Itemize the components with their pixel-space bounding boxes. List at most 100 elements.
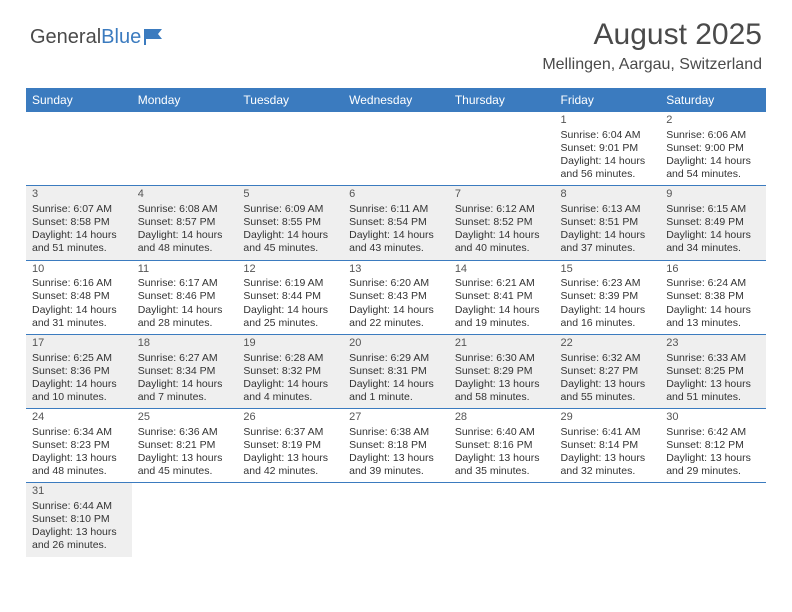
daylight-text-1: Daylight: 14 hours — [349, 304, 443, 317]
sunrise-text: Sunrise: 6:15 AM — [666, 203, 760, 216]
daylight-text-1: Daylight: 14 hours — [243, 378, 337, 391]
sunset-text: Sunset: 8:43 PM — [349, 290, 443, 303]
sunrise-text: Sunrise: 6:41 AM — [561, 426, 655, 439]
sunrise-text: Sunrise: 6:40 AM — [455, 426, 549, 439]
daylight-text-1: Daylight: 13 hours — [455, 378, 549, 391]
sunset-text: Sunset: 8:27 PM — [561, 365, 655, 378]
sunrise-text: Sunrise: 6:06 AM — [666, 129, 760, 142]
daylight-text-2: and 35 minutes. — [455, 465, 549, 478]
day-cell — [343, 112, 449, 186]
sunset-text: Sunset: 8:48 PM — [32, 290, 126, 303]
daylight-text-1: Daylight: 13 hours — [138, 452, 232, 465]
daylight-text-1: Daylight: 14 hours — [666, 304, 760, 317]
day-cell: 28Sunrise: 6:40 AMSunset: 8:16 PMDayligh… — [449, 409, 555, 483]
sunrise-text: Sunrise: 6:38 AM — [349, 426, 443, 439]
week-row: 17Sunrise: 6:25 AMSunset: 8:36 PMDayligh… — [26, 334, 766, 408]
day-number: 14 — [455, 263, 549, 277]
day-header: Friday — [555, 88, 661, 112]
day-cell — [449, 483, 555, 557]
day-cell — [449, 112, 555, 186]
day-cell — [343, 483, 449, 557]
day-number: 25 — [138, 411, 232, 425]
day-number: 21 — [455, 337, 549, 351]
day-cell: 13Sunrise: 6:20 AMSunset: 8:43 PMDayligh… — [343, 260, 449, 334]
daylight-text-1: Daylight: 13 hours — [666, 378, 760, 391]
day-cell: 3Sunrise: 6:07 AMSunset: 8:58 PMDaylight… — [26, 186, 132, 260]
sunrise-text: Sunrise: 6:30 AM — [455, 352, 549, 365]
day-number: 18 — [138, 337, 232, 351]
day-cell: 31Sunrise: 6:44 AMSunset: 8:10 PMDayligh… — [26, 483, 132, 557]
day-number: 11 — [138, 263, 232, 277]
day-cell: 29Sunrise: 6:41 AMSunset: 8:14 PMDayligh… — [555, 409, 661, 483]
day-header: Tuesday — [237, 88, 343, 112]
day-number: 24 — [32, 411, 126, 425]
sunrise-text: Sunrise: 6:37 AM — [243, 426, 337, 439]
daylight-text-2: and 32 minutes. — [561, 465, 655, 478]
sunset-text: Sunset: 8:25 PM — [666, 365, 760, 378]
daylight-text-2: and 42 minutes. — [243, 465, 337, 478]
daylight-text-1: Daylight: 14 hours — [666, 155, 760, 168]
daylight-text-1: Daylight: 14 hours — [561, 155, 655, 168]
day-cell — [555, 483, 661, 557]
day-number: 6 — [349, 188, 443, 202]
daylight-text-2: and 19 minutes. — [455, 317, 549, 330]
daylight-text-1: Daylight: 13 hours — [349, 452, 443, 465]
sunrise-text: Sunrise: 6:32 AM — [561, 352, 655, 365]
sunset-text: Sunset: 8:32 PM — [243, 365, 337, 378]
day-number: 29 — [561, 411, 655, 425]
daylight-text-2: and 16 minutes. — [561, 317, 655, 330]
day-cell: 15Sunrise: 6:23 AMSunset: 8:39 PMDayligh… — [555, 260, 661, 334]
day-number: 12 — [243, 263, 337, 277]
location: Mellingen, Aargau, Switzerland — [542, 56, 762, 74]
sunrise-text: Sunrise: 6:33 AM — [666, 352, 760, 365]
day-number: 30 — [666, 411, 760, 425]
day-number: 31 — [32, 485, 126, 499]
sunset-text: Sunset: 8:39 PM — [561, 290, 655, 303]
day-cell: 21Sunrise: 6:30 AMSunset: 8:29 PMDayligh… — [449, 334, 555, 408]
daylight-text-2: and 58 minutes. — [455, 391, 549, 404]
sunrise-text: Sunrise: 6:34 AM — [32, 426, 126, 439]
day-cell: 17Sunrise: 6:25 AMSunset: 8:36 PMDayligh… — [26, 334, 132, 408]
day-cell: 27Sunrise: 6:38 AMSunset: 8:18 PMDayligh… — [343, 409, 449, 483]
daylight-text-2: and 40 minutes. — [455, 242, 549, 255]
day-number: 20 — [349, 337, 443, 351]
daylight-text-1: Daylight: 13 hours — [561, 378, 655, 391]
daylight-text-2: and 7 minutes. — [138, 391, 232, 404]
day-cell: 30Sunrise: 6:42 AMSunset: 8:12 PMDayligh… — [660, 409, 766, 483]
week-row: 3Sunrise: 6:07 AMSunset: 8:58 PMDaylight… — [26, 186, 766, 260]
daylight-text-1: Daylight: 14 hours — [561, 304, 655, 317]
day-cell: 24Sunrise: 6:34 AMSunset: 8:23 PMDayligh… — [26, 409, 132, 483]
sunset-text: Sunset: 8:36 PM — [32, 365, 126, 378]
day-number: 3 — [32, 188, 126, 202]
sunset-text: Sunset: 8:38 PM — [666, 290, 760, 303]
daylight-text-1: Daylight: 14 hours — [243, 304, 337, 317]
daylight-text-1: Daylight: 14 hours — [138, 378, 232, 391]
day-number: 10 — [32, 263, 126, 277]
day-cell: 26Sunrise: 6:37 AMSunset: 8:19 PMDayligh… — [237, 409, 343, 483]
sunset-text: Sunset: 8:31 PM — [349, 365, 443, 378]
daylight-text-2: and 51 minutes. — [32, 242, 126, 255]
daylight-text-2: and 37 minutes. — [561, 242, 655, 255]
daylight-text-2: and 55 minutes. — [561, 391, 655, 404]
sunrise-text: Sunrise: 6:09 AM — [243, 203, 337, 216]
day-cell — [132, 483, 238, 557]
sunset-text: Sunset: 8:10 PM — [32, 513, 126, 526]
sunset-text: Sunset: 8:12 PM — [666, 439, 760, 452]
logo-text-2: Blue — [101, 26, 141, 49]
sunset-text: Sunset: 8:55 PM — [243, 216, 337, 229]
daylight-text-2: and 13 minutes. — [666, 317, 760, 330]
sunrise-text: Sunrise: 6:11 AM — [349, 203, 443, 216]
daylight-text-1: Daylight: 14 hours — [243, 229, 337, 242]
daylight-text-2: and 48 minutes. — [32, 465, 126, 478]
sunset-text: Sunset: 8:29 PM — [455, 365, 549, 378]
sunrise-text: Sunrise: 6:27 AM — [138, 352, 232, 365]
sunset-text: Sunset: 8:18 PM — [349, 439, 443, 452]
day-number: 5 — [243, 188, 337, 202]
daylight-text-1: Daylight: 14 hours — [349, 378, 443, 391]
daylight-text-1: Daylight: 13 hours — [455, 452, 549, 465]
daylight-text-1: Daylight: 14 hours — [561, 229, 655, 242]
day-number: 22 — [561, 337, 655, 351]
daylight-text-2: and 1 minute. — [349, 391, 443, 404]
day-cell: 7Sunrise: 6:12 AMSunset: 8:52 PMDaylight… — [449, 186, 555, 260]
day-header: Saturday — [660, 88, 766, 112]
